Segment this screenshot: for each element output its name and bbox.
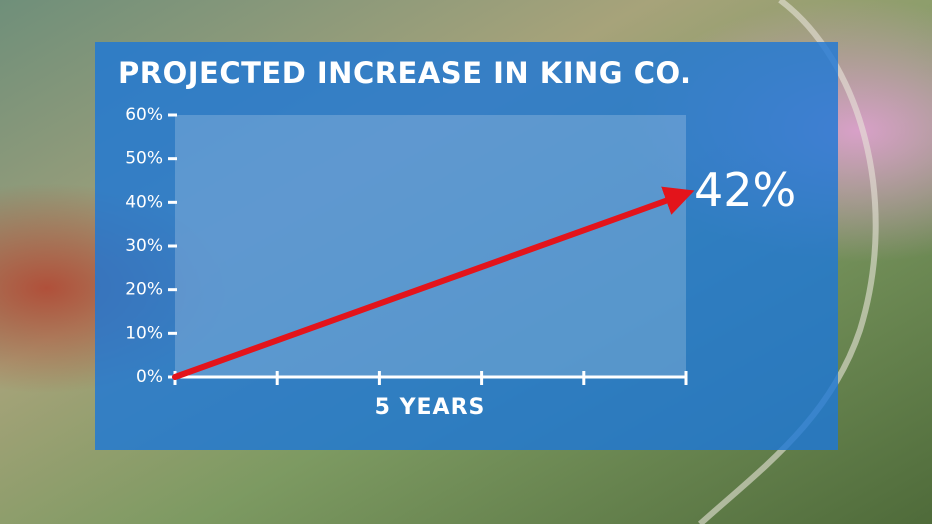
decor-swoosh: [697, 0, 879, 524]
trend-arrow: [172, 186, 695, 380]
y-tick-label: 40%: [125, 192, 163, 212]
plot-area: [175, 115, 686, 377]
y-tick-label: 60%: [125, 105, 163, 125]
y-tick-label: 30%: [125, 236, 163, 256]
x-axis-label: 5 YEARS: [375, 395, 486, 420]
y-tick-label: 0%: [136, 367, 163, 387]
chart-title: PROJECTED INCREASE IN KING CO.: [118, 56, 692, 90]
y-tick-label: 50%: [125, 149, 163, 169]
y-tick-label: 10%: [125, 323, 163, 343]
panel: [95, 42, 838, 450]
y-tick-label: 20%: [125, 280, 163, 300]
value-label: 42%: [694, 163, 796, 217]
